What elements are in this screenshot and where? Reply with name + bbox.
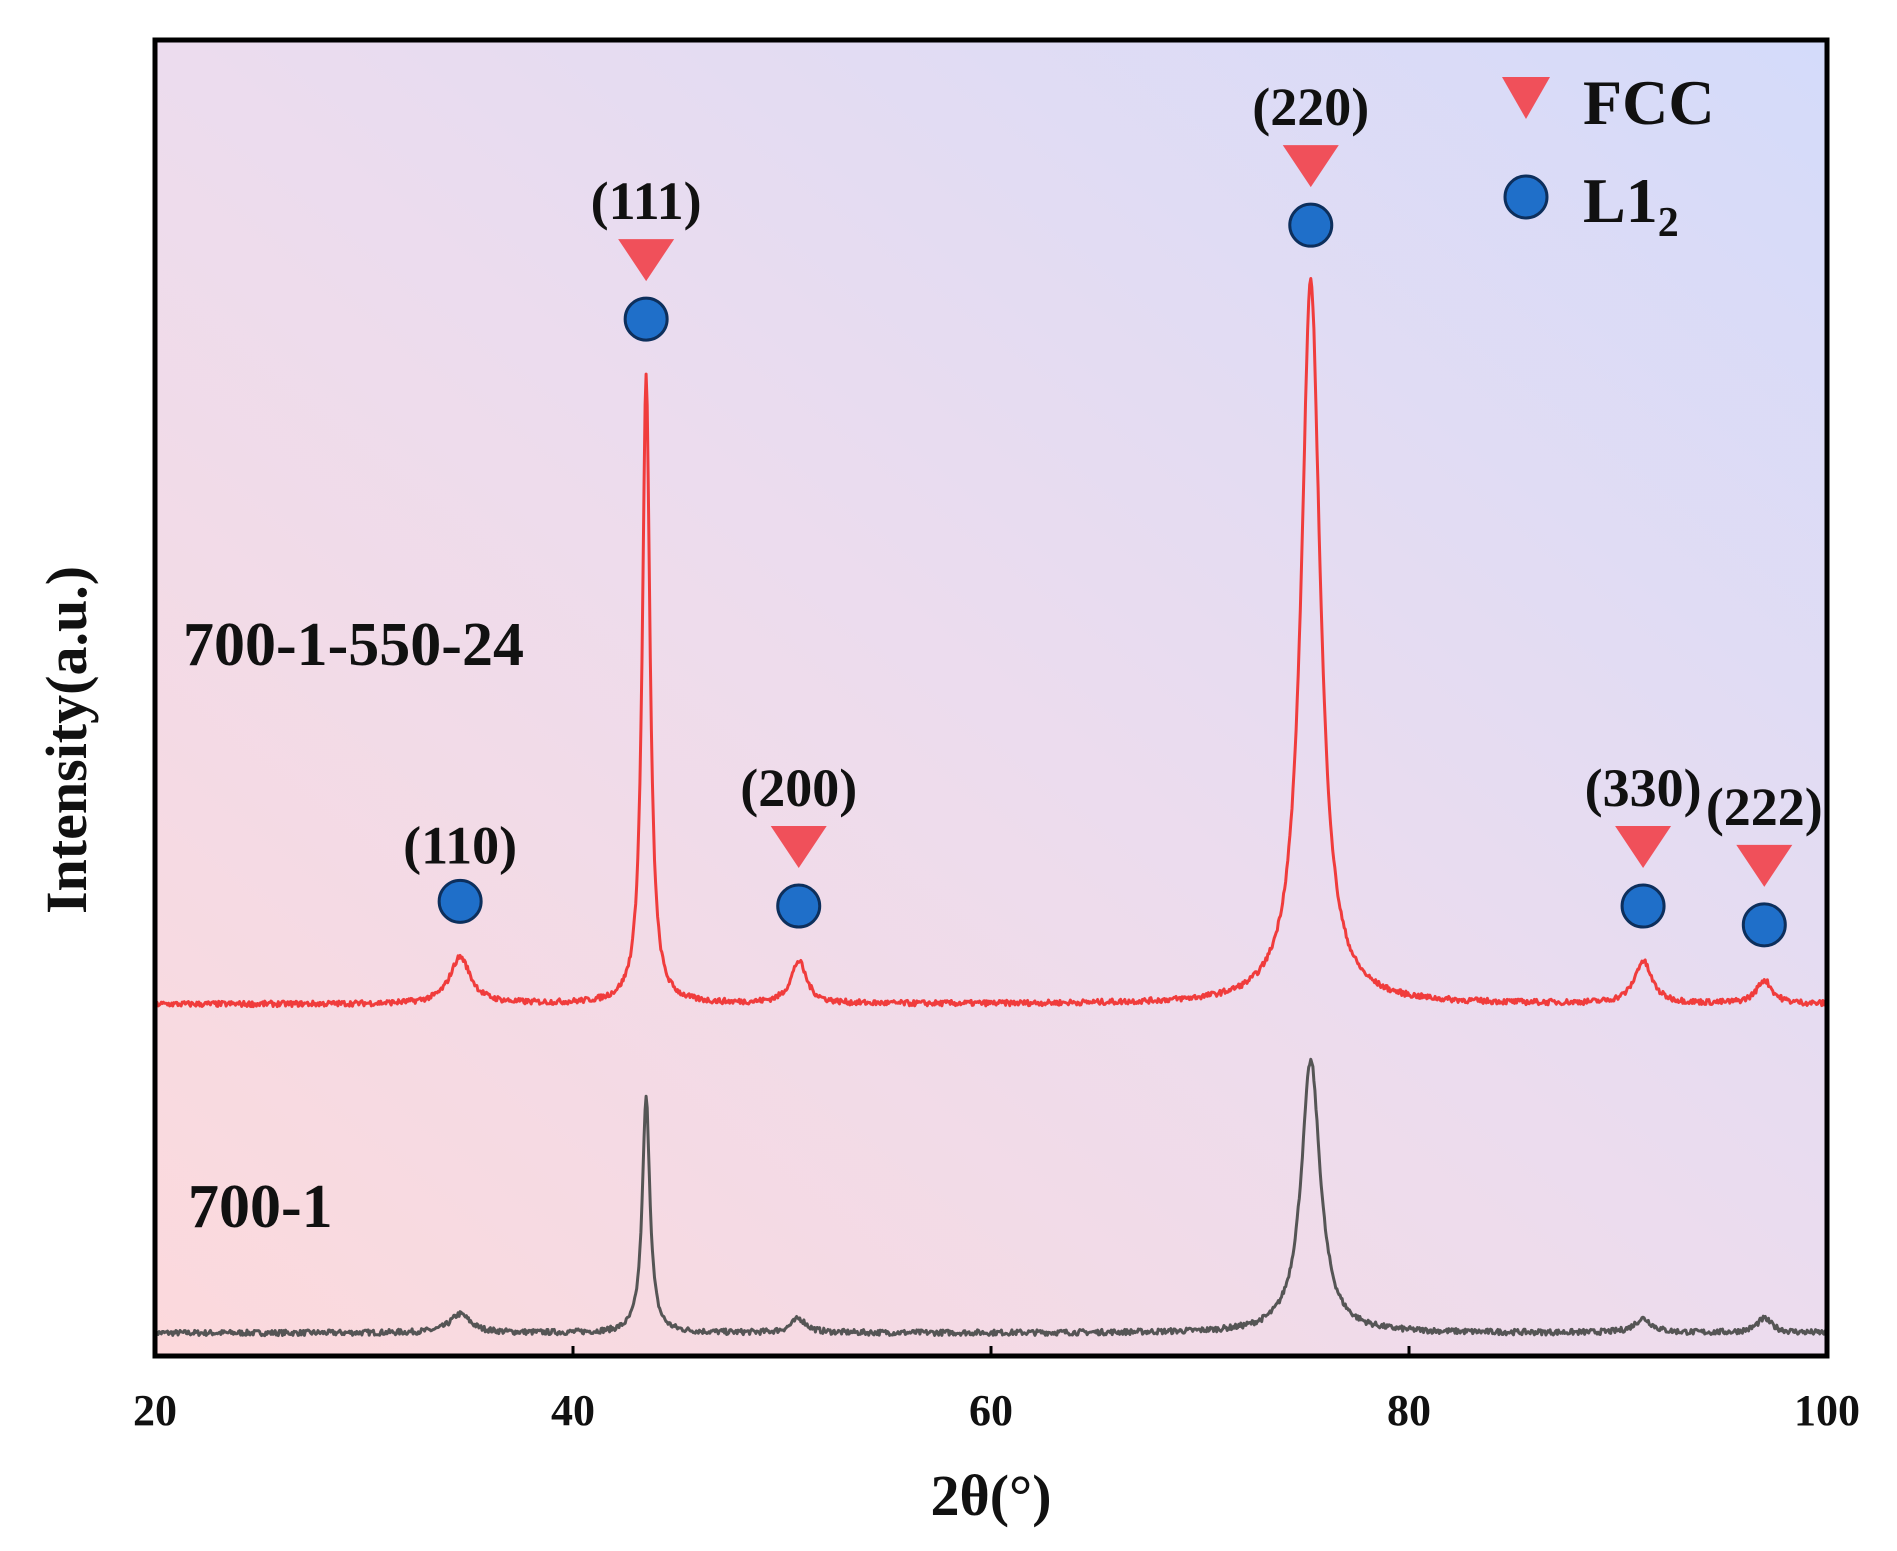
x-tick-label-60: 60 — [969, 1386, 1013, 1435]
legend-l12-marker — [1503, 174, 1549, 220]
fcc-marker-222 — [1736, 844, 1793, 887]
fcc-marker-111 — [618, 239, 675, 282]
peak-label-110: (110) — [403, 815, 517, 875]
peak-label-200: (200) — [740, 758, 857, 818]
series-line-700-1 — [153, 1057, 1829, 1338]
l12-marker-111 — [623, 296, 669, 342]
legend: FCC L12 — [1502, 67, 1715, 246]
x-tick-label-80: 80 — [1387, 1386, 1431, 1435]
l12-marker-222 — [1741, 902, 1787, 948]
l12-marker-220 — [1288, 202, 1334, 248]
x-tick-label-40: 40 — [551, 1386, 595, 1435]
series-layer — [153, 277, 1829, 1338]
legend-fcc-marker — [1502, 77, 1550, 119]
series-line-700-1-550-24 — [153, 277, 1829, 1009]
series-label-700-1-550-24: 700-1-550-24 — [183, 611, 524, 679]
fcc-marker-200 — [770, 826, 827, 869]
legend-l12-text: L1 — [1583, 165, 1658, 236]
l12-marker-110 — [437, 878, 483, 924]
peak-label-330: (330) — [1585, 758, 1702, 818]
x-axis-title: 2θ(°) — [930, 1463, 1051, 1528]
legend-fcc-label: FCC — [1583, 67, 1715, 138]
legend-l12-label: L12 — [1583, 165, 1679, 246]
x-tick-label-100: 100 — [1794, 1386, 1860, 1435]
l12-marker-200 — [776, 883, 822, 929]
peak-label-220: (220) — [1252, 77, 1369, 137]
y-axis-title: Intensity(a.u.) — [34, 566, 99, 914]
peak-label-222: (222) — [1706, 777, 1823, 837]
l12-marker-330 — [1620, 883, 1666, 929]
peak-label-layer: (110) (111) (200) (220) (330) (222) — [403, 77, 1823, 875]
fcc-marker-330 — [1615, 826, 1672, 869]
plot-background — [155, 40, 1827, 1356]
peak-label-111: (111) — [591, 171, 702, 231]
legend-l12-subscript: 2 — [1658, 200, 1679, 246]
x-tick-label-20: 20 — [133, 1386, 177, 1435]
x-tick-layer: 20 40 60 80 100 — [133, 1346, 1860, 1435]
marker-layer — [437, 145, 1793, 948]
fcc-marker-220 — [1282, 145, 1339, 188]
series-label-700-1: 700-1 — [188, 1173, 333, 1241]
